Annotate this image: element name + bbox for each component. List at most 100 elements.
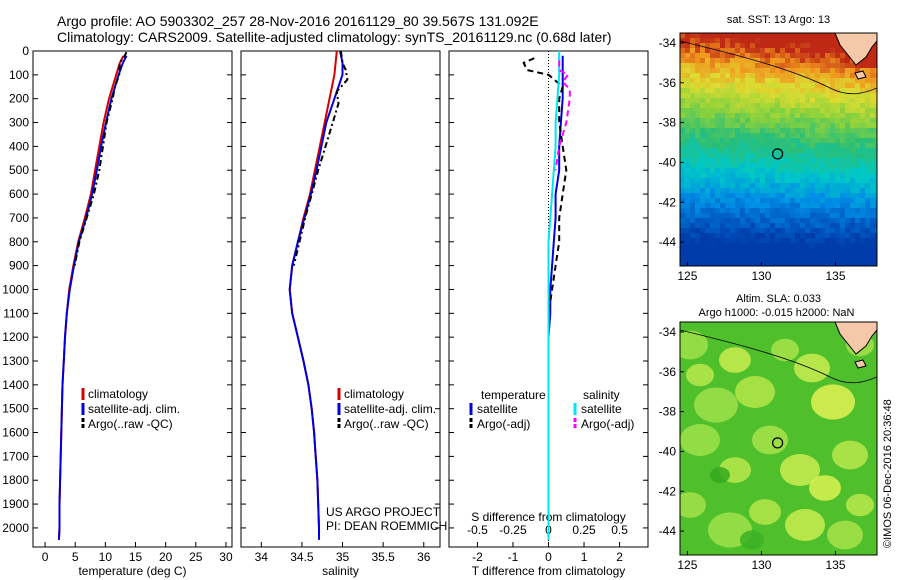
- sst-cell: [795, 93, 801, 99]
- sst-cell: [725, 33, 731, 39]
- sst-cell: [745, 88, 751, 94]
- lon-tick-label: 125: [677, 269, 697, 283]
- sst-cell: [830, 243, 836, 249]
- sst-cell: [690, 253, 696, 259]
- sst-cell: [810, 93, 816, 99]
- sst-cell: [870, 93, 876, 99]
- sst-cell: [825, 158, 831, 164]
- sst-cell: [870, 113, 876, 119]
- sst-cell: [745, 183, 751, 189]
- sst-cell: [795, 213, 801, 219]
- sst-cell: [850, 138, 856, 144]
- sst-cell: [825, 213, 831, 219]
- sst-cell: [795, 33, 801, 39]
- sst-cell: [870, 63, 876, 69]
- sst-cell: [780, 53, 786, 59]
- sst-cell: [680, 93, 686, 99]
- sst-cell: [775, 188, 781, 194]
- sst-cell: [830, 188, 836, 194]
- sst-cell: [725, 248, 731, 254]
- sst-cell: [750, 98, 756, 104]
- sst-cell: [755, 178, 761, 184]
- sst-cell: [700, 183, 706, 189]
- sst-cell: [820, 123, 826, 129]
- sst-cell: [730, 43, 736, 49]
- sst-cell: [735, 198, 741, 204]
- sst-cell: [725, 48, 731, 54]
- sst-cell: [700, 193, 706, 199]
- sst-cell: [800, 83, 806, 89]
- sst-cell: [705, 43, 711, 49]
- sst-cell: [865, 178, 871, 184]
- sst-cell: [735, 133, 741, 139]
- sst-cell: [750, 198, 756, 204]
- sst-cell: [800, 133, 806, 139]
- sst-cell: [845, 198, 851, 204]
- sst-cell: [730, 198, 736, 204]
- sst-cell: [830, 68, 836, 74]
- sst-cell: [780, 108, 786, 114]
- sst-cell: [875, 63, 877, 69]
- sst-cell: [860, 198, 866, 204]
- sst-cell: [710, 233, 716, 239]
- sst-cell: [845, 63, 851, 69]
- sst-cell: [800, 143, 806, 149]
- sst-cell: [760, 138, 766, 144]
- sst-cell: [770, 93, 776, 99]
- sst-cell: [850, 93, 856, 99]
- sst-cell: [790, 38, 796, 44]
- sst-cell: [750, 248, 756, 254]
- sst-cell: [825, 88, 831, 94]
- sst-cell: [790, 218, 796, 224]
- sst-cell: [860, 258, 866, 264]
- sst-cell: [870, 178, 876, 184]
- sst-cell: [760, 153, 766, 159]
- sst-cell: [745, 38, 751, 44]
- sst-cell: [825, 123, 831, 129]
- sst-cell: [845, 238, 851, 244]
- sst-cell: [730, 223, 736, 229]
- sst-cell: [705, 153, 711, 159]
- sst-cell: [785, 53, 791, 59]
- sst-cell: [800, 188, 806, 194]
- sst-cell: [750, 108, 756, 114]
- map-frame: [679, 321, 878, 556]
- sst-cell: [850, 253, 856, 259]
- sst-cell: [735, 143, 741, 149]
- sst-cell: [815, 138, 821, 144]
- sst-cell: [765, 248, 771, 254]
- sst-cell: [690, 128, 696, 134]
- sst-cell: [680, 103, 686, 109]
- sst-cell: [695, 248, 701, 254]
- sst-cell: [830, 198, 836, 204]
- sst-cell: [715, 133, 721, 139]
- sst-cell: [860, 188, 866, 194]
- sst-cell: [785, 193, 791, 199]
- sst-cell: [835, 108, 841, 114]
- map-field: [680, 33, 877, 266]
- sst-cell: [710, 173, 716, 179]
- sst-cell: [845, 193, 851, 199]
- sst-cell: [840, 218, 846, 224]
- sst-cell: [695, 163, 701, 169]
- sla-blob: [827, 520, 863, 550]
- sst-cell: [780, 208, 786, 214]
- sst-cell: [815, 108, 821, 114]
- sst-cell: [865, 78, 871, 84]
- sst-cell: [855, 233, 861, 239]
- sst-cell: [690, 123, 696, 129]
- sst-cell: [685, 133, 691, 139]
- lat-tick-label: -34: [659, 325, 677, 339]
- sst-cell: [795, 58, 801, 64]
- sst-cell: [875, 248, 877, 254]
- series-line-3: [73, 51, 128, 266]
- sst-cell: [700, 253, 706, 259]
- sst-cell: [830, 83, 836, 89]
- sst-cell: [715, 203, 721, 209]
- sla-blob: [749, 499, 781, 525]
- sst-cell: [775, 158, 781, 164]
- sst-cell: [705, 73, 711, 79]
- sst-cell: [835, 48, 841, 54]
- sst-cell: [700, 63, 706, 69]
- sst-cell: [865, 73, 871, 79]
